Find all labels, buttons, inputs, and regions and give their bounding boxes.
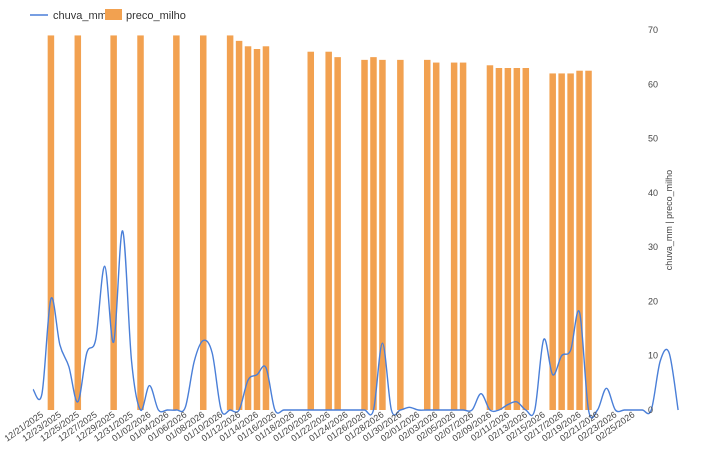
bar-preco-milho bbox=[576, 70, 583, 411]
bar-preco-milho bbox=[47, 35, 55, 411]
bar-preco-milho bbox=[244, 46, 252, 410]
bar-preco-milho bbox=[486, 65, 494, 410]
y-tick-label: 60 bbox=[648, 79, 658, 89]
bar-preco-milho bbox=[110, 35, 117, 411]
bar-preco-milho bbox=[450, 62, 458, 410]
bar-preco-milho bbox=[397, 59, 404, 411]
bar-preco-milho bbox=[513, 68, 521, 410]
bar-preco-milho bbox=[423, 59, 431, 411]
bar-preco-milho bbox=[325, 51, 332, 411]
x-axis-ticks: 12/21/202512/23/202512/25/202512/27/2025… bbox=[2, 409, 636, 443]
line-series bbox=[32, 230, 679, 419]
bar-preco-milho bbox=[459, 62, 467, 410]
bar-preco-milho bbox=[137, 35, 144, 411]
bar-preco-milho bbox=[262, 46, 270, 410]
bar-preco-milho bbox=[549, 73, 556, 411]
line-chuva-mm bbox=[32, 230, 679, 419]
legend-bar-swatch bbox=[105, 9, 122, 20]
bar-preco-milho bbox=[432, 62, 440, 410]
y-tick-label: 70 bbox=[648, 25, 658, 35]
legend-label-preco: preco_milho bbox=[126, 10, 186, 22]
bar-preco-milho bbox=[334, 57, 341, 410]
y-axis-ticks: 0 10 20 30 40 50 60 70 bbox=[648, 25, 658, 415]
bar-preco-milho bbox=[253, 49, 261, 410]
bar-preco-milho bbox=[495, 68, 503, 410]
y-tick-label: 40 bbox=[648, 188, 658, 198]
bar-preco-milho bbox=[585, 70, 592, 411]
bar-preco-milho bbox=[504, 68, 512, 410]
bar-preco-milho bbox=[226, 35, 234, 411]
y-tick-label: 0 bbox=[648, 405, 653, 415]
y-axis-title: chuva_mm | preco_milho bbox=[664, 170, 674, 270]
bar-preco-milho bbox=[74, 35, 82, 411]
y-tick-label: 30 bbox=[648, 242, 658, 252]
legend-label-chuva: chuva_mm bbox=[53, 10, 107, 22]
bar-preco-milho bbox=[235, 40, 243, 411]
bar-preco-milho bbox=[370, 57, 377, 410]
bar-preco-milho bbox=[173, 35, 180, 411]
bar-preco-milho bbox=[361, 59, 368, 411]
bar-preco-milho bbox=[567, 73, 574, 411]
y-tick-label: 50 bbox=[648, 134, 658, 144]
y-tick-label: 20 bbox=[648, 296, 658, 306]
bar-preco-milho bbox=[379, 59, 386, 411]
bar-preco-milho bbox=[307, 51, 315, 411]
y-tick-label: 10 bbox=[648, 351, 658, 361]
bar-preco-milho bbox=[199, 35, 207, 411]
bar-preco-milho bbox=[558, 73, 565, 411]
bar-series bbox=[47, 35, 592, 411]
bar-preco-milho bbox=[522, 68, 530, 410]
legend: chuva_mm preco_milho bbox=[30, 9, 186, 22]
